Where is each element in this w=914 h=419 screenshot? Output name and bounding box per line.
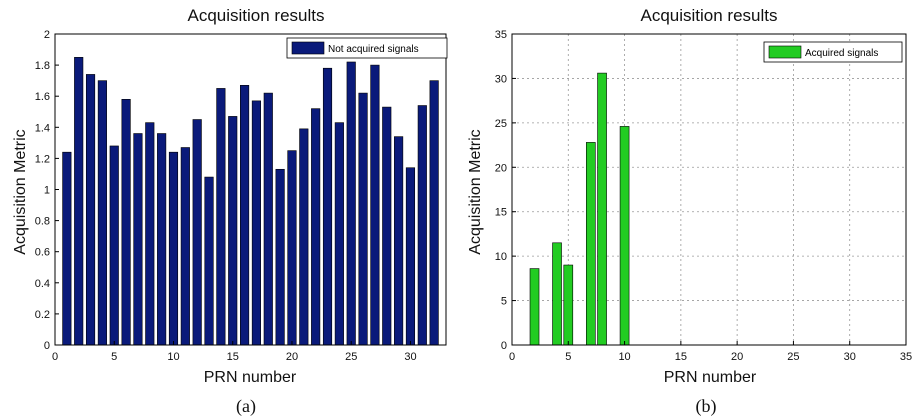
bar-prn-31 xyxy=(417,105,427,346)
bar-prn-8 xyxy=(145,122,155,346)
panel-b-bars xyxy=(529,72,630,346)
bar-prn-20 xyxy=(287,150,297,346)
y-tick-label: 25 xyxy=(495,118,507,130)
bar-prn-13 xyxy=(204,176,214,346)
x-tick-label: 25 xyxy=(345,351,357,363)
x-tick-label: 30 xyxy=(844,351,856,363)
y-tick-label: 35 xyxy=(495,29,507,41)
bar-prn-17 xyxy=(251,100,261,346)
panel-b-ticks: 0 5 10 15 20 25 30 35 0 5 10 15 20 25 30 35 xyxy=(495,29,912,363)
bar-prn-9 xyxy=(157,133,167,346)
panel-a-legend: Not acquired signals xyxy=(286,37,448,59)
y-tick-label: 0.4 xyxy=(35,278,50,290)
bar-prn-2 xyxy=(74,57,84,346)
y-tick-label: 30 xyxy=(495,73,507,85)
bar-prn-4 xyxy=(97,80,107,346)
bar-prn-24 xyxy=(334,122,344,346)
x-tick-label: 5 xyxy=(565,351,571,363)
y-tick-label: 2 xyxy=(44,29,50,41)
panel-a-legend-label: Not acquired signals xyxy=(328,44,419,55)
x-tick-label: 15 xyxy=(227,351,239,363)
panel-b-grid xyxy=(512,34,906,345)
panel-a-legend-swatch xyxy=(291,41,325,55)
x-tick-label: 10 xyxy=(618,351,630,363)
panel-a-ticks: 00.20.40.60.811.21.41.61.820 5 10 15 20 25 30 xyxy=(35,29,417,363)
bar-prn-23 xyxy=(322,67,333,346)
bar-prn-3 xyxy=(85,74,96,346)
bar-prn-10 xyxy=(168,151,179,346)
x-tick-label: 10 xyxy=(167,351,179,363)
bar-prn-5 xyxy=(563,264,574,346)
panel-b-caption: (b) xyxy=(696,396,717,417)
panel-b-plot-frame xyxy=(511,33,907,346)
panel-a-title: Acquisition results xyxy=(187,6,324,25)
panel-a: Acquisition results Acquisition Metric P… xyxy=(12,6,448,417)
x-tick-label: 20 xyxy=(731,351,743,363)
panel-b-legend-label: Acquired signals xyxy=(805,48,878,59)
y-tick-label: 1.4 xyxy=(35,122,50,134)
bar-prn-25 xyxy=(346,61,356,346)
bar-prn-11 xyxy=(180,147,190,346)
panel-b-title: Acquisition results xyxy=(640,6,777,25)
y-tick-label: 0.8 xyxy=(35,216,50,228)
bar-prn-5 xyxy=(109,145,119,346)
panel-b-x-axis-label: PRN number xyxy=(664,369,757,386)
panel-b: Acquisition results Acquisition Metric P… xyxy=(467,6,912,417)
x-tick-label: 25 xyxy=(787,351,799,363)
bar-prn-28 xyxy=(382,106,392,346)
panel-b-legend-swatch xyxy=(768,45,802,59)
bar-prn-6 xyxy=(121,99,131,346)
panel-b-y-axis-label: Acquisition Metric xyxy=(467,129,484,254)
bar-prn-4 xyxy=(552,242,562,346)
panel-b-legend: Acquired signals xyxy=(763,41,903,63)
y-tick-label: 1.8 xyxy=(35,60,50,72)
x-tick-label: 30 xyxy=(404,351,416,363)
panel-a-y-axis-label: Acquisition Metric xyxy=(12,129,29,254)
bar-prn-1 xyxy=(62,151,72,346)
bar-prn-7 xyxy=(133,133,143,346)
y-tick-label: 1.6 xyxy=(35,91,50,103)
panel-a-bars xyxy=(62,57,439,346)
bar-prn-12 xyxy=(192,119,202,346)
x-tick-label: 5 xyxy=(111,351,117,363)
bar-prn-29 xyxy=(394,136,404,346)
bar-prn-10 xyxy=(619,126,630,346)
bar-prn-32 xyxy=(429,80,439,346)
bar-prn-21 xyxy=(299,128,309,346)
bar-prn-27 xyxy=(370,64,380,346)
x-tick-label: 0 xyxy=(509,351,515,363)
y-tick-label: 5 xyxy=(501,296,507,308)
bar-prn-8 xyxy=(597,72,607,346)
bar-prn-30 xyxy=(405,167,416,346)
panel-a-legend-box xyxy=(286,37,448,59)
panel-a-caption: (a) xyxy=(236,396,256,417)
bar-prn-26 xyxy=(358,92,368,346)
bar-prn-14 xyxy=(216,88,226,346)
y-tick-label: 0.2 xyxy=(35,309,50,321)
x-tick-label: 35 xyxy=(900,351,912,363)
bar-prn-7 xyxy=(585,142,596,346)
bar-prn-19 xyxy=(275,168,285,346)
x-tick-label: 0 xyxy=(52,351,58,363)
panel-a-x-axis-label: PRN number xyxy=(204,369,297,386)
x-tick-label: 20 xyxy=(286,351,298,363)
y-tick-label: 0.6 xyxy=(35,247,50,259)
bar-prn-15 xyxy=(228,116,238,346)
bar-prn-2 xyxy=(529,268,540,346)
bar-prn-22 xyxy=(311,108,321,346)
y-tick-label: 1.2 xyxy=(35,153,50,165)
bar-prn-16 xyxy=(240,85,250,346)
x-tick-label: 15 xyxy=(675,351,687,363)
y-tick-label: 0 xyxy=(501,340,507,352)
y-tick-label: 1 xyxy=(44,185,50,197)
bar-prn-18 xyxy=(263,92,273,346)
y-tick-label: 15 xyxy=(495,207,507,219)
y-tick-label: 20 xyxy=(495,162,507,174)
y-tick-label: 10 xyxy=(495,251,507,263)
y-tick-label: 0 xyxy=(44,340,50,352)
